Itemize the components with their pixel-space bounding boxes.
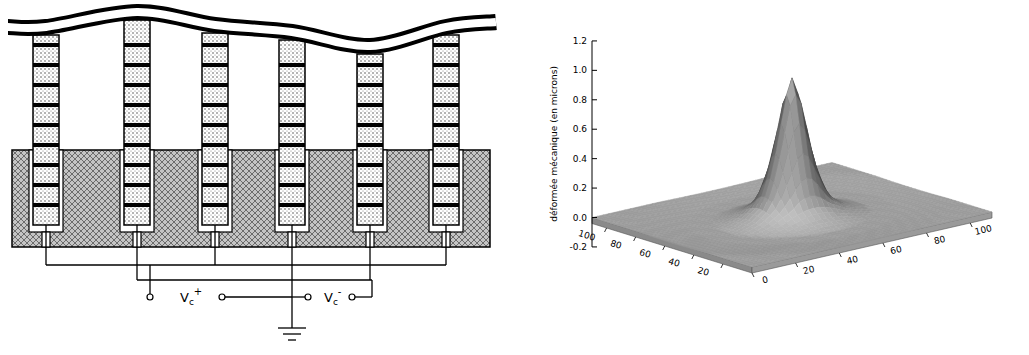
svg-text:0: 0 (761, 274, 769, 285)
svg-text:80: 80 (609, 238, 623, 251)
svg-text:40: 40 (667, 256, 681, 269)
svg-text:-0.2: -0.2 (569, 242, 587, 252)
svg-text:0.6: 0.6 (573, 124, 588, 134)
svg-text:0.8: 0.8 (573, 95, 588, 105)
svg-text:1.2: 1.2 (573, 36, 587, 46)
svg-text:Vc+: Vc+ (180, 286, 202, 307)
svg-text:100: 100 (577, 228, 597, 243)
svg-text:Vc-: Vc- (324, 286, 342, 307)
svg-text:60: 60 (889, 244, 903, 256)
svg-text:1.0: 1.0 (573, 65, 588, 75)
svg-text:20: 20 (802, 264, 816, 276)
svg-text:0.2: 0.2 (573, 183, 587, 193)
svg-text:100: 100 (974, 223, 993, 237)
svg-text:20: 20 (696, 265, 710, 278)
svg-text:80: 80 (933, 234, 947, 246)
svg-text:60: 60 (638, 247, 652, 260)
svg-text:40: 40 (846, 254, 860, 266)
svg-text:déformée mécanique (en microns: déformée mécanique (en microns) (549, 66, 559, 222)
svg-text:0.0: 0.0 (573, 213, 588, 223)
svg-text:0.4: 0.4 (573, 154, 588, 164)
